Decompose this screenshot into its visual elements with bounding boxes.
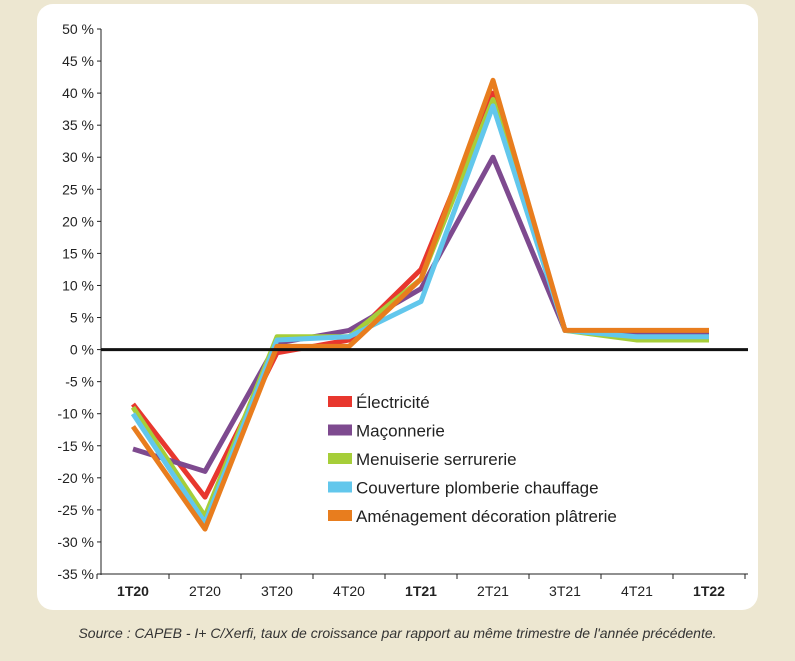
x-category-label: 3T21 [549, 583, 581, 599]
y-tick-label: -10 % [57, 406, 94, 422]
y-tick-label: 0 % [70, 342, 94, 358]
y-tick-label: 35 % [62, 117, 94, 133]
x-category-label: 3T20 [261, 583, 293, 599]
legend-label: Aménagement décoration plâtrerie [356, 507, 617, 526]
y-tick-label: -30 % [57, 534, 94, 550]
legend-swatch [328, 453, 352, 464]
legend-swatch [328, 424, 352, 436]
series-line [130, 77, 709, 532]
y-tick-label: 10 % [62, 277, 94, 293]
source-note: Source : CAPEB - I+ C/Xerfi, taux de cro… [78, 625, 717, 641]
line-chart: 50 % 45 % 40 % 35 % 30 % 25 % 20 % 15 % 10 % 5 % 0… [57, 21, 748, 599]
legend-swatch [328, 481, 352, 493]
y-tick-label: 50 % [62, 21, 94, 37]
y-tick-label: -15 % [57, 438, 94, 454]
y-tick-label: 20 % [62, 213, 94, 229]
axes: 50 % 45 % 40 % 35 % 30 % 25 % 20 % 15 % 10 % 5 % 0… [57, 21, 748, 599]
legend-label: Maçonnerie [356, 422, 445, 441]
legend-label: Électricité [356, 393, 430, 412]
y-tick-label: -35 % [57, 566, 94, 582]
legend-label: Couverture plomberie chauffage [356, 479, 599, 498]
x-category-label: 2T21 [477, 583, 509, 599]
x-category-label: 1T22 [693, 583, 725, 599]
y-tick-label: 5 % [70, 310, 94, 326]
y-tick-label: 25 % [62, 181, 94, 197]
x-category-label: 4T21 [621, 583, 653, 599]
y-tick-label: 45 % [62, 53, 94, 69]
legend-swatch [328, 396, 352, 407]
y-tick-label: -25 % [57, 502, 94, 518]
y-tick-label: -5 % [65, 374, 94, 390]
series-lines [130, 77, 709, 532]
y-tick-label: 40 % [62, 85, 94, 101]
x-category-label: 1T20 [117, 583, 149, 599]
y-tick-label: 15 % [62, 245, 94, 261]
y-tick-label: -20 % [57, 470, 94, 486]
x-category-label: 4T20 [333, 583, 365, 599]
x-category-label: 1T21 [405, 583, 437, 599]
x-category-label: 2T20 [189, 583, 221, 599]
legend-swatch [328, 510, 352, 521]
y-tick-label: 30 % [62, 149, 94, 165]
chart-card [37, 4, 758, 610]
legend-label: Menuiserie serrurerie [356, 450, 517, 469]
legend: Électricité Maçonnerie Menuiserie serrurer… [328, 393, 617, 526]
